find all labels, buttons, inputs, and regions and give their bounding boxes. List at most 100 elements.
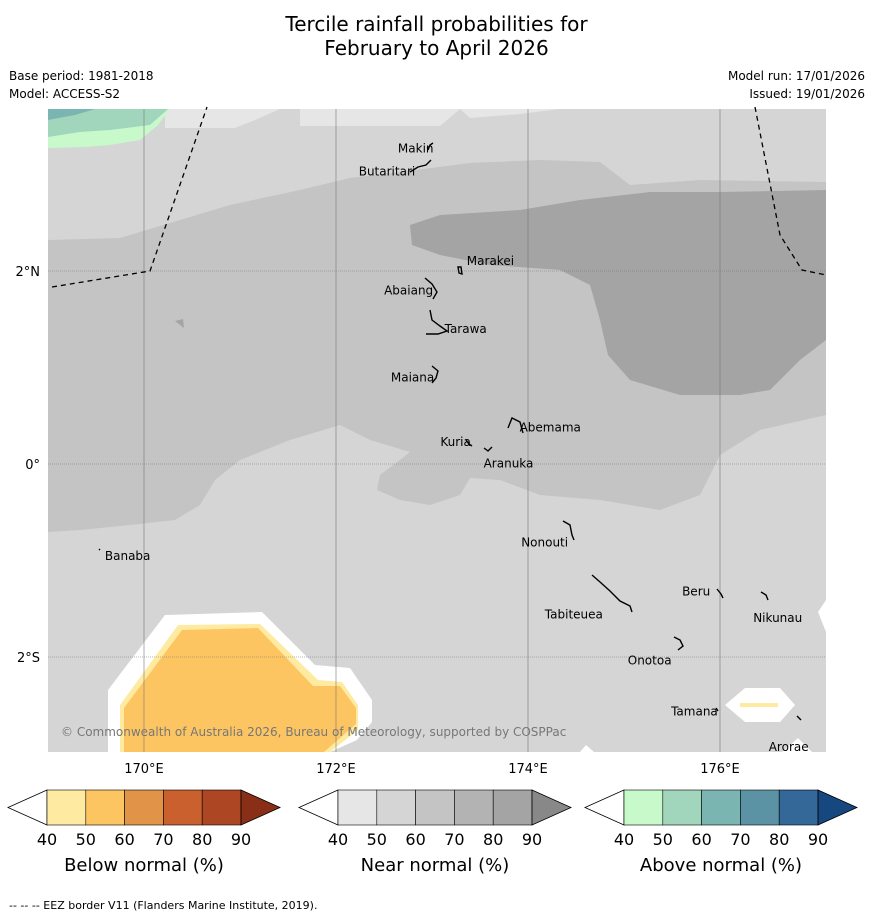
colorbar-segment <box>46 789 87 826</box>
coast-butaritari <box>409 159 432 173</box>
near-normal-40-zone <box>165 109 560 128</box>
eez-footnote: -- -- -- EEZ border V11 (Flanders Marine… <box>9 899 318 912</box>
colorbar-tick-label: 90 <box>522 830 542 849</box>
colorbar-segment <box>662 789 702 826</box>
colorbar-tick-label: 50 <box>76 830 96 849</box>
colorbar-tick-label: 90 <box>231 830 251 849</box>
place-label: Maiana <box>391 370 434 384</box>
place-label: Nikunau <box>753 611 802 625</box>
coast-tabiteuea <box>591 574 633 613</box>
colorbar-extend-low <box>7 789 48 826</box>
colorbar-tick-label: 70 <box>730 830 750 849</box>
eez-border <box>51 106 827 288</box>
longitude-label: 176°E <box>700 762 740 777</box>
below-normal-50-patch-east <box>740 703 778 707</box>
coast-onotoa <box>673 636 684 651</box>
colorbar-tick-label: 70 <box>444 830 464 849</box>
colorbar-tick-label: 70 <box>153 830 173 849</box>
place-label: Onotoa <box>628 654 672 668</box>
colorbar-tick-label: 90 <box>808 830 828 849</box>
colorbar-legends: 40 50 60 70 80 90 Below normal (%) 40 50 60 70 80 90… <box>7 789 858 876</box>
coast-arorae <box>796 715 802 721</box>
place-label: Abaiang <box>384 283 433 297</box>
colorbar-tick-label: 40 <box>328 830 348 849</box>
colorbar-tick-label: 50 <box>367 830 387 849</box>
colorbar: 40 50 60 70 80 90 Near normal (%) <box>298 789 572 876</box>
colorbar: 40 50 60 70 80 90 Above normal (%) <box>584 789 858 876</box>
colorbar-segment <box>337 789 378 826</box>
issued-date: Issued: 19/01/2026 <box>749 87 865 101</box>
colorbar-tick-label: 80 <box>192 830 212 849</box>
colorbar-tick-label: 60 <box>114 830 134 849</box>
place-label: Abemama <box>520 420 581 434</box>
latitude-label: 0° <box>25 458 40 473</box>
coast-beru <box>716 588 724 599</box>
colorbar-title: Near normal (%) <box>361 855 510 876</box>
place-label: Beru <box>682 584 710 598</box>
colorbar-extend-high <box>240 789 281 826</box>
colorbar-segment <box>701 789 741 826</box>
colorbar-segment <box>85 789 125 826</box>
coast-makin <box>427 142 434 151</box>
coast-tamana <box>715 707 719 712</box>
eez-line-east <box>754 106 827 276</box>
place-label: Arorae <box>769 740 809 754</box>
near-normal-70-zone <box>410 190 826 395</box>
white-notch-bottom <box>580 738 812 752</box>
colorbar-tick-label: 40 <box>37 830 57 849</box>
coast-nonouti <box>562 520 575 541</box>
colorbar-tick-label: 80 <box>769 830 789 849</box>
colorbar-tick-label: 80 <box>483 830 503 849</box>
title-line-2: February to April 2026 <box>324 36 549 60</box>
coast-aranuka <box>483 446 493 452</box>
place-label: Makin <box>398 141 434 155</box>
colorbar-extend-low <box>298 789 339 826</box>
place-labels: Makin Butaritari Marakei Abaiang Tarawa Maian… <box>105 141 809 753</box>
longitude-labels: 170°E 172°E 174°E 176°E <box>124 762 740 777</box>
colorbar-tick-label: 50 <box>653 830 673 849</box>
place-label: Marakei <box>467 254 514 268</box>
colorbar-tick-label: 60 <box>691 830 711 849</box>
longitude-label: 174°E <box>508 762 548 777</box>
coast-banaba <box>98 548 101 551</box>
below-normal-60-zone <box>124 628 356 752</box>
title-line-1: Tercile rainfall probabilities for <box>285 12 588 36</box>
longitude-label: 170°E <box>124 762 164 777</box>
place-label: Kuria <box>440 435 471 449</box>
model-name: Model: ACCESS-S2 <box>9 87 121 101</box>
colorbar-extend-high <box>817 789 858 826</box>
colorbar-extend-low <box>584 789 625 826</box>
colorbar-title: Below normal (%) <box>64 855 224 876</box>
colorbar-segment <box>376 789 416 826</box>
place-label: Aranuka <box>484 457 534 471</box>
place-label: Tarawa <box>444 322 487 336</box>
above-normal-70-zone <box>48 109 95 120</box>
latitude-labels: 2°N 0° 2°S <box>16 265 41 666</box>
colorbar-segment <box>415 789 455 826</box>
colorbar-segment <box>623 789 664 826</box>
colorbar-tick-label: 60 <box>405 830 425 849</box>
graticule <box>48 109 826 752</box>
colorbar-tick-label: 40 <box>614 830 634 849</box>
colorbar-segment <box>492 789 533 826</box>
above-normal-60-zone <box>48 109 168 137</box>
place-label: Nonouti <box>521 536 568 550</box>
meta-right: Model run: 17/01/2026 Issued: 19/01/2026 <box>728 67 865 103</box>
probability-field <box>48 109 826 752</box>
coast-tarawa <box>426 309 449 335</box>
coast-marakei <box>457 266 463 276</box>
map-title: Tercile rainfall probabilities for Febru… <box>0 12 873 60</box>
near-normal-70-patch <box>175 319 184 328</box>
latitude-label: 2°N <box>16 265 41 280</box>
coast-abaiang <box>424 277 438 300</box>
coast-nikunau <box>760 591 769 601</box>
place-label: Tabiteuea <box>544 607 603 621</box>
coast-kuria <box>465 439 473 447</box>
white-notch-right <box>818 600 826 632</box>
longitude-label: 172°E <box>316 762 356 777</box>
colorbar: 40 50 60 70 80 90 Below normal (%) <box>7 789 281 876</box>
colorbar-extend-high <box>531 789 572 826</box>
model-run: Model run: 17/01/2026 <box>727 69 865 83</box>
colorbar-segment <box>163 789 203 826</box>
